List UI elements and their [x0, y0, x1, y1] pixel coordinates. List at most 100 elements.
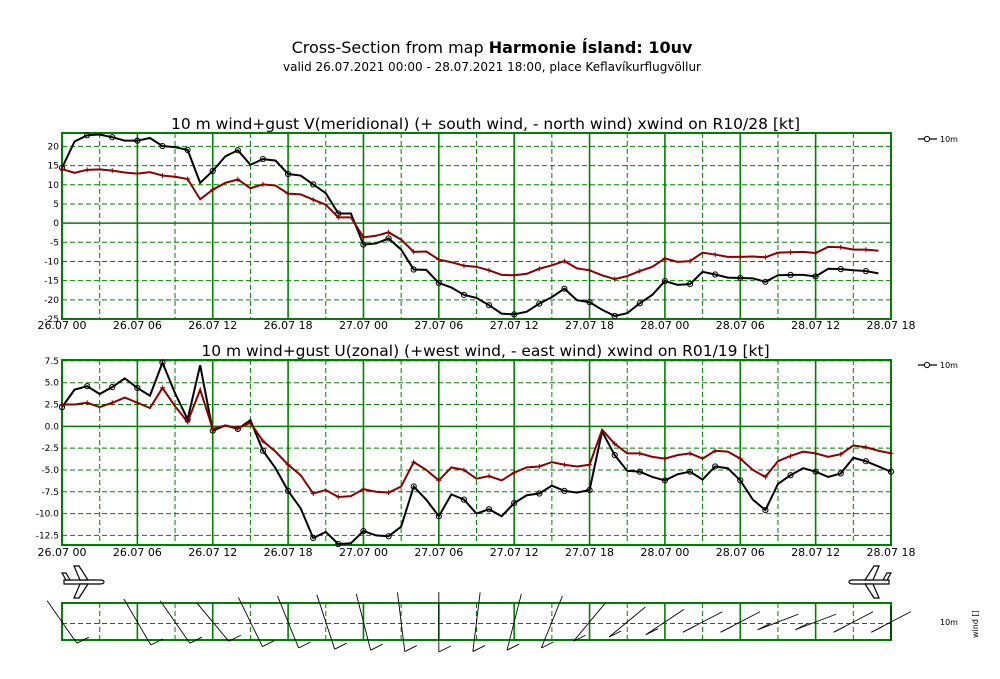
- wind-barb-feather: [404, 645, 417, 652]
- wind-barb-feather: [573, 634, 586, 642]
- wind-barb-feather: [682, 625, 696, 633]
- gust-point: [386, 229, 392, 235]
- gust-point: [662, 456, 668, 462]
- wind-legend-label: wind []: [971, 610, 980, 638]
- y-tick-label: -12.5: [36, 531, 59, 541]
- wind-point: [360, 527, 367, 535]
- airplane-wing: [73, 565, 90, 581]
- wind-point: [561, 285, 568, 292]
- wind-panel: 10m wind []: [46, 565, 980, 653]
- gust-point: [737, 254, 743, 260]
- gust-point: [436, 257, 442, 263]
- gust-point: [612, 441, 618, 447]
- wind-point: [134, 137, 141, 144]
- wind-barb-feather: [76, 636, 90, 644]
- gust-point: [637, 450, 643, 456]
- x-tick-label: 27.07 18: [565, 546, 614, 559]
- gust-point: [637, 268, 643, 274]
- x-tick-label: 27.07 18: [565, 319, 614, 332]
- x-tick-label: 26.07 18: [264, 319, 313, 332]
- wind-point: [385, 235, 392, 242]
- y-tick-label: -10.0: [36, 510, 60, 520]
- wind-point: [762, 278, 769, 285]
- x-tick-label: 27.07 06: [414, 319, 463, 332]
- y-tick-label: 5.0: [45, 379, 60, 389]
- wind-barb: [540, 595, 563, 649]
- gust-point: [185, 176, 191, 182]
- airplane-wing: [73, 583, 90, 599]
- gust-point: [210, 426, 216, 432]
- y-tick-label: -5: [50, 238, 59, 248]
- gust-point: [59, 402, 65, 408]
- wind-barb: [277, 595, 300, 649]
- gust-point: [587, 462, 593, 468]
- wind-barb-feather: [262, 640, 275, 647]
- wind-point: [410, 483, 417, 490]
- gust-point: [134, 400, 140, 406]
- wind-point: [159, 142, 166, 150]
- wind-point: [762, 506, 769, 514]
- wind-barb: [757, 613, 799, 631]
- wind-point: [611, 312, 618, 320]
- gust-point: [360, 486, 366, 492]
- wind-point: [536, 300, 543, 307]
- x-tick-label: 28.07 12: [791, 319, 840, 332]
- gust-point: [888, 450, 894, 456]
- wind-point: [586, 299, 593, 306]
- gust-point: [536, 266, 542, 272]
- wind-point: [712, 463, 719, 470]
- wind-point: [259, 447, 267, 454]
- wind-barb-feather: [506, 643, 520, 651]
- wind-point: [536, 490, 543, 497]
- gust-point: [109, 168, 115, 174]
- gust-point: [662, 255, 668, 261]
- gust-point: [210, 187, 216, 193]
- airplane-wing: [863, 583, 880, 599]
- wind-barb: [506, 593, 522, 651]
- gust-point: [159, 173, 165, 179]
- wind-barb: [123, 598, 152, 646]
- wind-point: [686, 468, 694, 475]
- gust-point: [762, 474, 768, 480]
- gust-point: [461, 263, 467, 269]
- x-tick-label: 28.07 00: [640, 546, 689, 559]
- wind-point: [511, 500, 518, 507]
- wind-point: [511, 311, 518, 318]
- gust-point: [185, 419, 191, 425]
- wind-barb: [196, 602, 230, 642]
- gust-line: [62, 386, 892, 499]
- wind-point: [385, 533, 392, 540]
- wind-barb-feather: [720, 625, 733, 633]
- legend-label: 10m: [940, 361, 958, 370]
- gust-point: [134, 171, 140, 177]
- gust-point: [411, 249, 417, 255]
- chart-title: 10 m wind+gust U(zonal) (+west wind, - e…: [201, 342, 769, 360]
- wind-barb-feather: [541, 641, 554, 649]
- airplane-icon: [60, 565, 105, 599]
- x-tick-label: 28.07 06: [716, 546, 765, 559]
- wind-point: [134, 384, 141, 392]
- wind-point: [812, 468, 819, 475]
- gust-point: [762, 254, 768, 260]
- x-tick-label: 27.07 00: [339, 546, 388, 559]
- wind-barb-feather: [795, 623, 808, 631]
- wind-point: [460, 291, 468, 298]
- wind-line: [61, 359, 892, 546]
- gust-point: [235, 425, 241, 431]
- x-tick-label: 28.07 00: [640, 319, 689, 332]
- wind-barb-feather: [150, 638, 164, 646]
- wind-point: [862, 267, 869, 275]
- main-title: Cross-Section from map Harmonie Ísland: …: [0, 38, 984, 57]
- x-tick-label: 28.07 06: [716, 319, 765, 332]
- x-tick-label: 26.07 06: [113, 546, 162, 559]
- wind-point: [209, 167, 216, 175]
- wind-barb-feather: [189, 636, 203, 644]
- airplane-tail: [60, 572, 72, 581]
- wind-point: [109, 134, 116, 141]
- wind-point: [812, 273, 819, 280]
- gust-point: [813, 450, 819, 456]
- wind-point: [737, 477, 744, 484]
- gust-point: [511, 470, 517, 476]
- wind-legend-value: 10m: [940, 618, 958, 627]
